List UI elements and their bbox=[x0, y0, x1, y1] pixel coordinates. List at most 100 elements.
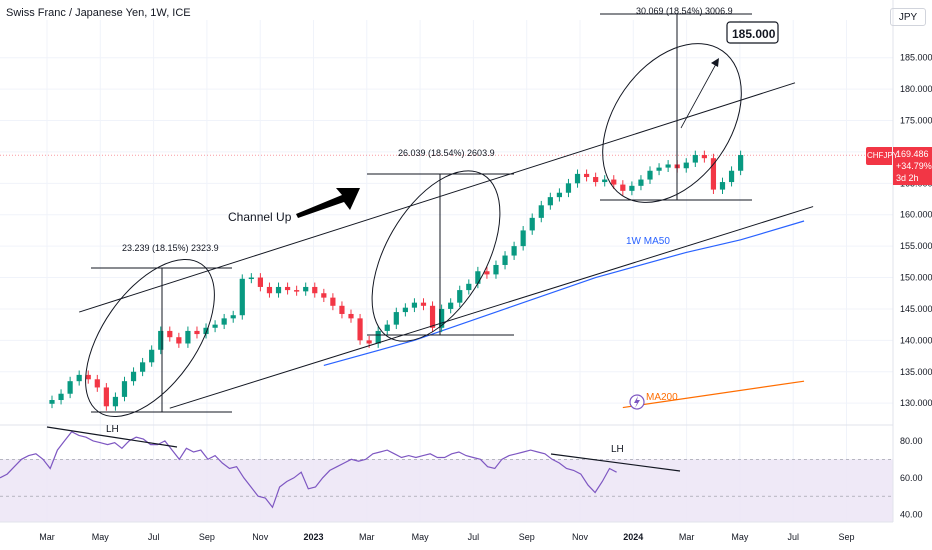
candle-body bbox=[212, 324, 218, 328]
time-tick-label: Jul bbox=[787, 532, 799, 542]
candle-body bbox=[565, 183, 572, 193]
candle-body bbox=[384, 324, 390, 331]
rsi-tick-label: 80.00 bbox=[900, 436, 923, 446]
candle-body bbox=[719, 182, 726, 190]
candle-body bbox=[239, 278, 245, 316]
chart-title: Swiss Franc / Japanese Yen, 1W, ICE bbox=[6, 7, 191, 19]
candle-body bbox=[738, 155, 744, 171]
candle-body bbox=[710, 158, 717, 190]
candle-body bbox=[547, 197, 553, 206]
candle-body bbox=[665, 164, 671, 168]
candle-body bbox=[448, 302, 454, 309]
candle-body bbox=[58, 393, 64, 401]
price-tick-label: 130.000 bbox=[900, 398, 932, 408]
currency-button[interactable]: JPY bbox=[890, 8, 926, 26]
time-tick-label: May bbox=[731, 532, 749, 542]
candle-body bbox=[348, 313, 354, 319]
candle-body bbox=[312, 286, 318, 294]
time-tick-label: Jul bbox=[468, 532, 480, 542]
price-tag-symbol: CHFJPY bbox=[867, 151, 899, 160]
candle-body bbox=[67, 381, 73, 394]
candle-body bbox=[230, 315, 236, 319]
candle-body bbox=[457, 290, 463, 303]
candle-body bbox=[140, 362, 146, 372]
candle-body bbox=[149, 349, 155, 363]
candle-body bbox=[112, 396, 119, 407]
candle-body bbox=[366, 340, 372, 344]
candle-body bbox=[49, 400, 55, 404]
price-tag-change: +34.79% bbox=[896, 161, 932, 171]
candle-body bbox=[248, 277, 254, 280]
ma50-label: 1W MA50 bbox=[626, 236, 670, 247]
candle-body bbox=[466, 283, 472, 291]
candle-body bbox=[429, 305, 436, 328]
price-tag-price: 169.486 bbox=[896, 149, 929, 159]
candle-body bbox=[475, 271, 481, 284]
candle-body bbox=[194, 330, 200, 335]
price-tag-countdown: 3d 2h bbox=[896, 173, 919, 183]
candle-body bbox=[266, 286, 273, 294]
price-tick-label: 185.000 bbox=[900, 53, 932, 63]
candle-series bbox=[49, 150, 744, 411]
candle-body bbox=[574, 173, 581, 184]
candle-body bbox=[602, 179, 608, 183]
price-tick-label: 155.000 bbox=[900, 241, 932, 251]
channel-lower-line bbox=[169, 206, 814, 409]
candle-body bbox=[656, 167, 662, 171]
price-tick-label: 175.000 bbox=[900, 116, 932, 126]
candle-body bbox=[303, 286, 309, 292]
candle-body bbox=[130, 371, 137, 382]
candle-body bbox=[85, 374, 91, 380]
time-tick-label: Sep bbox=[519, 532, 535, 542]
ma200-label: MA200 bbox=[646, 392, 678, 403]
target-arrow-line bbox=[680, 63, 717, 129]
candle-body bbox=[176, 337, 182, 344]
time-tick-label: Sep bbox=[838, 532, 854, 542]
target-label: 185.000 bbox=[732, 27, 776, 41]
pattern-ellipse bbox=[602, 43, 742, 203]
candle-body bbox=[502, 255, 508, 265]
candle-body bbox=[167, 330, 173, 338]
candle-body bbox=[185, 330, 191, 344]
candle-body bbox=[402, 307, 408, 313]
candle-body bbox=[638, 179, 644, 186]
candle-body bbox=[294, 290, 300, 292]
rsi-tick-label: 60.00 bbox=[900, 473, 923, 483]
candle-body bbox=[158, 330, 164, 350]
candle-body bbox=[692, 155, 698, 163]
time-tick-label: 2023 bbox=[303, 532, 323, 542]
drawings: 23.239 (18.15%) 2323.9 26.039 (18.54%) 26… bbox=[46, 6, 814, 472]
candle-body bbox=[76, 374, 82, 382]
candle-body bbox=[339, 305, 345, 314]
price-tick-label: 160.000 bbox=[900, 210, 932, 220]
pattern-ellipse bbox=[371, 170, 501, 342]
candle-body bbox=[520, 230, 526, 247]
candle-body bbox=[493, 264, 499, 275]
lh-price-label: LH bbox=[106, 424, 119, 435]
candle-body bbox=[103, 387, 109, 407]
candle-body bbox=[94, 379, 100, 388]
target-arrow-head bbox=[711, 58, 719, 67]
candle-body bbox=[611, 179, 617, 185]
candle-body bbox=[728, 170, 735, 183]
candle-body bbox=[321, 293, 327, 298]
time-tick-label: May bbox=[92, 532, 110, 542]
candle-body bbox=[375, 330, 381, 344]
ma200-line bbox=[622, 380, 805, 409]
last-price-tag: CHFJPY 169.486 +34.79% 3d 2h bbox=[866, 147, 932, 185]
channel-up-arrow bbox=[296, 188, 360, 218]
candle-body bbox=[221, 318, 227, 325]
candle-body bbox=[275, 286, 282, 294]
measure-label-2: 26.039 (18.54%) 2603.9 bbox=[398, 148, 495, 158]
price-tick-label: 140.000 bbox=[900, 335, 932, 345]
candle-body bbox=[393, 312, 399, 325]
time-tick-label: Mar bbox=[39, 532, 55, 542]
candle-body bbox=[556, 192, 563, 198]
time-tick-label: Mar bbox=[679, 532, 695, 542]
price-tick-label: 150.000 bbox=[900, 273, 932, 283]
target-box bbox=[726, 21, 779, 44]
candle-body bbox=[620, 184, 626, 191]
time-tick-label: Nov bbox=[572, 532, 589, 542]
lh-rsi-label: LH bbox=[611, 444, 624, 455]
